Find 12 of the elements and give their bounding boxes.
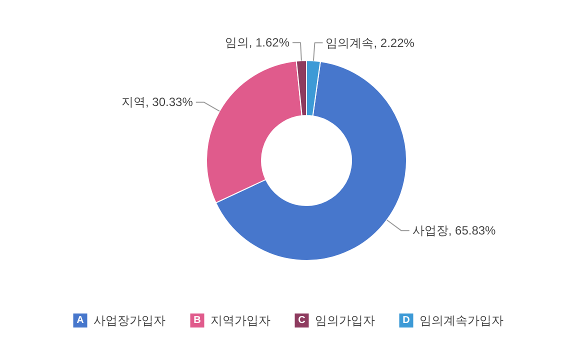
legend-label: 지역가입자 <box>210 314 270 328</box>
text: A <box>76 315 84 326</box>
data-label: 임의계속, 2.22% <box>326 36 415 50</box>
text: B <box>194 315 201 326</box>
legend-label: 임의가입자 <box>314 314 375 328</box>
text: C <box>298 315 306 326</box>
data-label: 임의, 1.62% <box>224 36 290 50</box>
legend-label: 임의계속가입자 <box>419 314 504 328</box>
legend-label: 사업장가입자 <box>93 314 166 328</box>
text: D <box>402 315 410 326</box>
data-label: 사업장, 65.83% <box>412 224 496 238</box>
data-label: 지역, 30.33% <box>122 95 194 110</box>
